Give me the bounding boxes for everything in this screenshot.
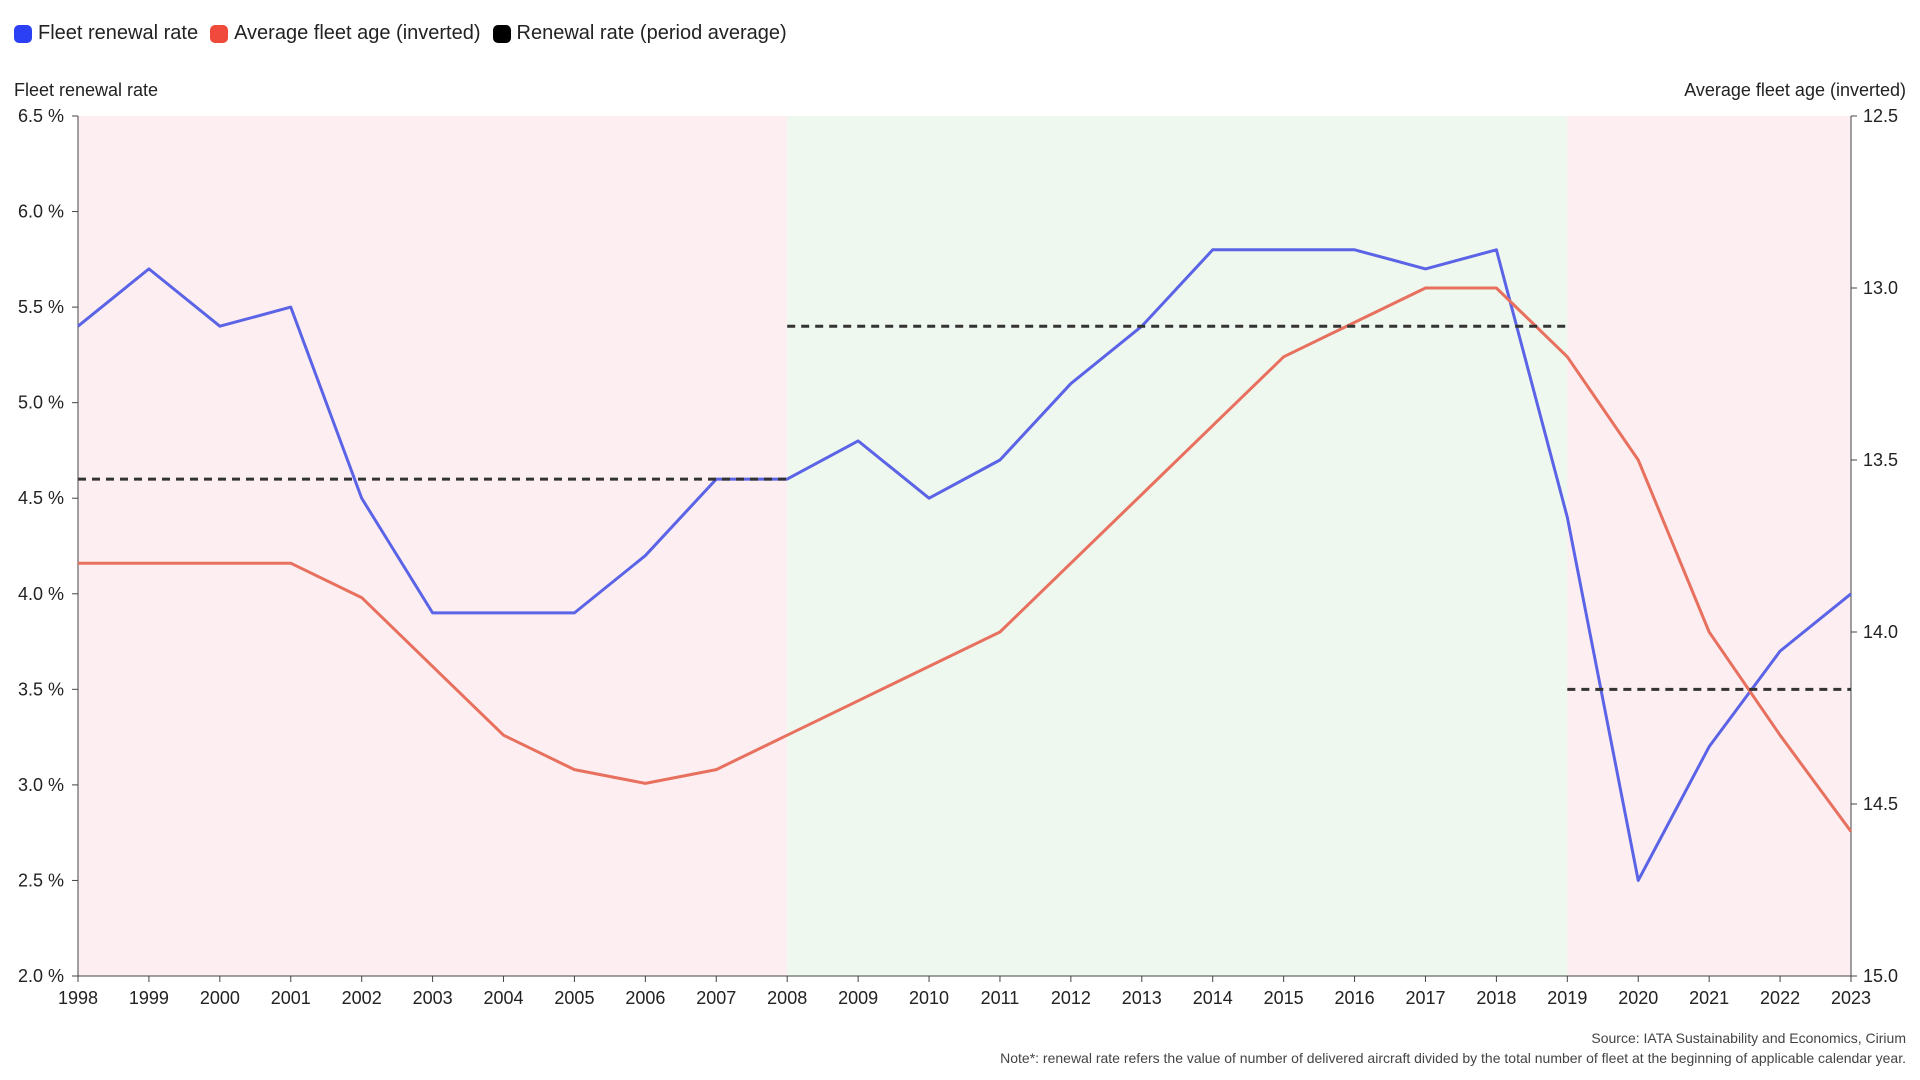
x-tick-label: 2004 (483, 988, 523, 1008)
x-tick-label: 2000 (200, 988, 240, 1008)
legend-label: Average fleet age (inverted) (234, 22, 481, 44)
x-tick-label: 2005 (554, 988, 594, 1008)
right-tick-label: 13.0 (1863, 278, 1898, 298)
x-tick-label: 1999 (129, 988, 169, 1008)
right-tick-label: 14.5 (1863, 794, 1898, 814)
x-tick-label: 1998 (58, 988, 98, 1008)
period-band-0 (78, 116, 788, 976)
x-tick-label: 2023 (1831, 988, 1871, 1008)
period-band-2 (1567, 116, 1851, 976)
x-tick-label: 2016 (1335, 988, 1375, 1008)
x-tick-label: 2017 (1405, 988, 1445, 1008)
left-axis-title: Fleet renewal rate (14, 80, 159, 100)
legend-label: Fleet renewal rate (38, 22, 199, 44)
left-tick-label: 3.0 % (18, 775, 64, 795)
legend-item-fleet-age[interactable]: Average fleet age (inverted) (210, 22, 481, 45)
x-tick-label: 2012 (1051, 988, 1091, 1008)
right-tick-label: 15.0 (1863, 966, 1898, 986)
fleet-age-line (78, 286, 1853, 833)
left-tick-label: 6.5 % (18, 106, 64, 126)
x-tick-label: 2001 (271, 988, 311, 1008)
left-tick-label: 5.5 % (18, 297, 64, 317)
x-tick-label: 2011 (981, 988, 1020, 1008)
right-axis-title: Average fleet age (inverted) (1684, 80, 1906, 100)
x-tick-label: 2010 (909, 988, 949, 1008)
left-tick-label: 4.0 % (18, 584, 64, 604)
legend-swatch-period-average (492, 24, 511, 43)
legend-label: Renewal rate (period average) (516, 22, 787, 44)
left-tick-label: 5.0 % (18, 393, 64, 413)
x-tick-label: 2020 (1618, 988, 1658, 1008)
right-tick-label: 13.5 (1863, 450, 1898, 470)
x-tick-label: 2015 (1264, 988, 1304, 1008)
period-band-1 (787, 116, 1568, 976)
x-tick-label: 2019 (1547, 988, 1587, 1008)
x-tick-label: 2002 (342, 988, 382, 1008)
footnote: Note*: renewal rate refers the value of … (1000, 1050, 1906, 1066)
legend-swatch-fleet-age (210, 24, 229, 43)
x-tick-label: 2021 (1689, 988, 1729, 1008)
x-tick-label: 2007 (696, 988, 736, 1008)
x-tick-label: 2009 (838, 988, 878, 1008)
left-tick-label: 2.5 % (18, 870, 64, 890)
x-tick-label: 2013 (1122, 988, 1162, 1008)
left-tick-label: 6.0 % (18, 202, 64, 222)
left-tick-label: 3.5 % (18, 679, 64, 699)
legend-item-renewal-rate[interactable]: Fleet renewal rate (14, 22, 198, 45)
x-tick-label: 2022 (1760, 988, 1800, 1008)
legend-item-period-average[interactable]: Renewal rate (period average) (492, 22, 787, 45)
x-tick-label: 2008 (767, 988, 807, 1008)
x-tick-label: 2003 (413, 988, 453, 1008)
right-tick-label: 14.0 (1863, 622, 1898, 642)
renewal-rate-line (77, 248, 1852, 882)
right-tick-label: 12.5 (1863, 106, 1898, 126)
legend: Fleet renewal rate Average fleet age (in… (14, 22, 787, 45)
x-tick-label: 2006 (625, 988, 665, 1008)
left-tick-label: 4.5 % (18, 488, 64, 508)
x-tick-label: 2018 (1476, 988, 1516, 1008)
x-tick-label: 2014 (1193, 988, 1233, 1008)
left-tick-label: 2.0 % (18, 966, 64, 986)
source-note: Source: IATA Sustainability and Economic… (1591, 1030, 1906, 1046)
legend-swatch-renewal-rate (14, 24, 32, 43)
